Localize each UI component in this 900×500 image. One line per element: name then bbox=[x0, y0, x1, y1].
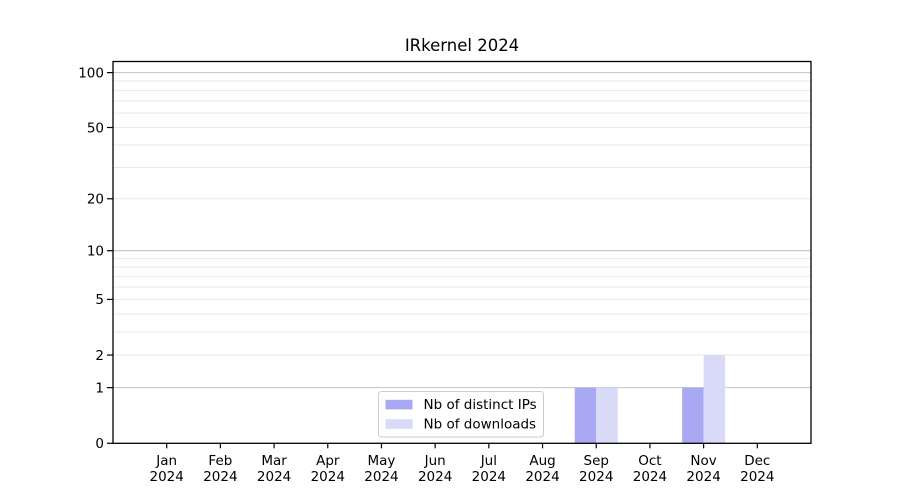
x-axis-year-label: 2024 bbox=[525, 469, 559, 485]
x-axis-year-label: 2024 bbox=[203, 469, 237, 485]
legend-box bbox=[378, 391, 544, 438]
legend-label-distinct-ips: Nb of distinct IPs bbox=[424, 397, 537, 413]
legend-swatch-downloads bbox=[385, 419, 413, 429]
bar-distinct-ips-nov bbox=[682, 387, 704, 444]
legend-label-downloads: Nb of downloads bbox=[424, 416, 537, 432]
x-axis-month-label: Jun bbox=[424, 453, 446, 469]
x-axis-month-label: Jan bbox=[155, 453, 177, 469]
x-axis-year-label: 2024 bbox=[686, 469, 720, 485]
y-axis-tick-label: 10 bbox=[87, 244, 104, 260]
bar-downloads-nov bbox=[703, 355, 726, 444]
x-axis-year-label: 2024 bbox=[150, 469, 184, 485]
y-axis-tick-label: 1 bbox=[95, 380, 104, 396]
x-axis-year-label: 2024 bbox=[418, 469, 452, 485]
x-axis-month-label: Aug bbox=[529, 453, 555, 469]
legend-swatch-distinct-ips bbox=[385, 399, 413, 410]
bar-distinct-ips-sep bbox=[574, 387, 597, 444]
y-axis-tick-label: 2 bbox=[95, 348, 104, 364]
y-axis-tick-label: 5 bbox=[95, 292, 104, 308]
y-axis-tick-label: 100 bbox=[78, 65, 104, 81]
chart-title: IRkernel 2024 bbox=[405, 36, 519, 55]
x-axis-year-label: 2024 bbox=[311, 469, 345, 485]
plot-frame bbox=[112, 60, 812, 444]
x-axis-month-label: Apr bbox=[316, 453, 340, 469]
x-axis-month-label: Dec bbox=[744, 453, 770, 469]
x-axis-year-label: 2024 bbox=[472, 469, 506, 485]
x-axis-month-label: May bbox=[368, 453, 396, 469]
x-axis-year-label: 2024 bbox=[257, 469, 291, 485]
x-axis-month-label: Feb bbox=[208, 453, 232, 469]
x-axis-year-label: 2024 bbox=[579, 469, 613, 485]
x-axis-month-label: Oct bbox=[638, 453, 661, 469]
x-axis-year-label: 2024 bbox=[364, 469, 398, 485]
y-axis-tick-label: 50 bbox=[87, 120, 104, 136]
x-axis-month-label: Sep bbox=[584, 453, 609, 469]
y-axis-tick-label: 20 bbox=[87, 192, 104, 208]
x-axis-year-label: 2024 bbox=[633, 469, 667, 485]
x-axis-month-label: Jul bbox=[480, 453, 497, 469]
x-axis-year-label: 2024 bbox=[740, 469, 774, 485]
bar-downloads-sep bbox=[596, 387, 618, 444]
x-axis-month-label: Nov bbox=[690, 453, 716, 469]
x-axis-month-label: Mar bbox=[261, 453, 287, 469]
y-axis-tick-label: 0 bbox=[95, 436, 104, 452]
